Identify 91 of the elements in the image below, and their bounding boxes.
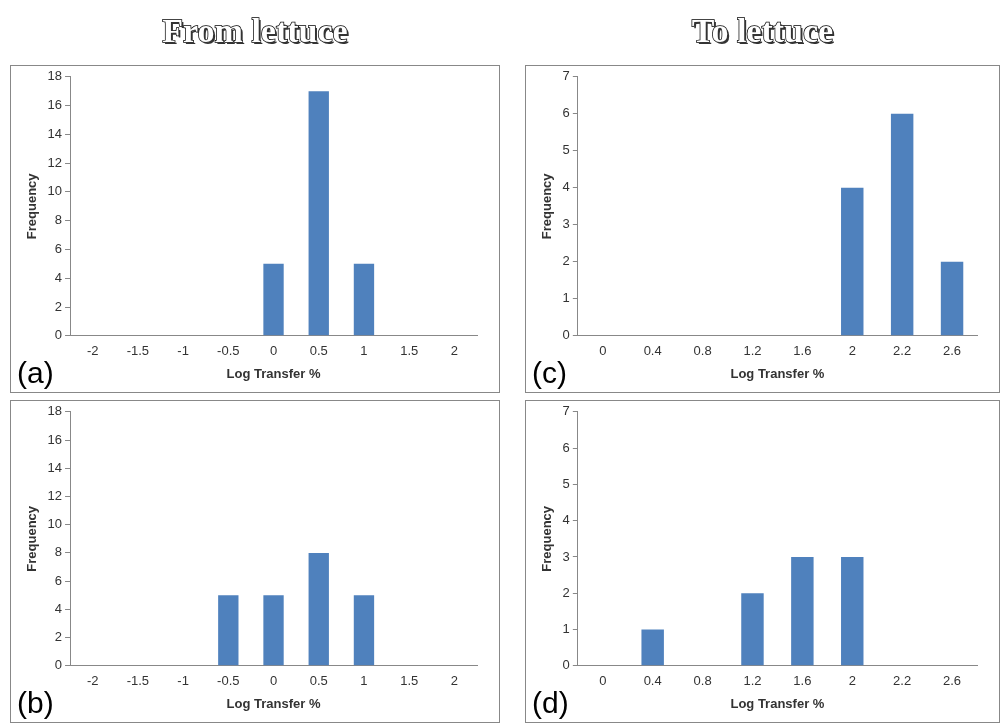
x-tick-label: -2 — [86, 673, 99, 689]
y-tick-label: 1 — [562, 290, 570, 306]
y-tick-label: 4 — [562, 512, 570, 528]
x-tick-label: 0 — [599, 673, 607, 689]
y-tick-label: 14 — [47, 125, 63, 141]
text: (b) — [17, 686, 54, 720]
y-tick-label: 18 — [47, 68, 63, 84]
x-axis-title: Log Transfer % — [730, 365, 825, 381]
y-tick-label: 16 — [47, 97, 63, 113]
x-axis-title: Log Transfer % — [226, 365, 321, 381]
y-tick-label: 18 — [47, 403, 63, 419]
x-tick-label: 2.2 — [893, 673, 912, 689]
y-axis-title: Frequency — [539, 505, 555, 572]
x-tick-label: 0.5 — [309, 673, 328, 689]
y-tick-label: 6 — [54, 572, 63, 588]
y-tick-label: 3 — [562, 216, 570, 232]
x-tick-label: 1.5 — [400, 343, 419, 359]
y-tick-label: 2 — [54, 629, 63, 645]
x-tick-label: 2.6 — [943, 343, 962, 359]
x-tick-label: 2 — [450, 673, 459, 689]
x-tick-label: 0.4 — [643, 673, 662, 689]
bar — [641, 629, 664, 666]
chart-title: From lettuce — [161, 11, 350, 51]
x-tick-label: -0.5 — [217, 673, 240, 689]
x-tick-label: -1 — [177, 673, 189, 689]
y-tick-label: 6 — [54, 241, 63, 257]
x-tick-label: 2.2 — [893, 343, 912, 359]
y-tick-label: 1 — [562, 621, 570, 637]
x-tick-label: 1.5 — [400, 673, 419, 689]
x-axis-title: Log Transfer % — [226, 695, 321, 711]
y-tick-label: 2 — [562, 584, 570, 600]
y-tick-label: 10 — [47, 183, 63, 199]
text: (c) — [532, 356, 567, 390]
y-tick-label: 4 — [54, 600, 63, 616]
x-tick-label: 1 — [360, 343, 368, 359]
x-tick-label: 1.2 — [743, 673, 762, 689]
y-tick-label: 7 — [562, 403, 570, 419]
y-tick-label: 8 — [54, 212, 63, 228]
y-tick-label: 14 — [47, 459, 63, 475]
y-tick-label: 16 — [47, 431, 63, 447]
x-tick-label: 0.8 — [693, 343, 712, 359]
bar — [741, 593, 764, 666]
y-tick-label: 12 — [47, 488, 63, 504]
x-tick-label: 2.6 — [943, 673, 962, 689]
y-tick-label: 0 — [562, 327, 570, 343]
y-tick-label: 6 — [562, 439, 570, 455]
y-tick-label: 8 — [54, 544, 63, 560]
x-tick-label: 1.2 — [743, 343, 762, 359]
x-tick-label: 2 — [848, 343, 856, 359]
bar — [791, 556, 814, 666]
bar — [890, 113, 914, 336]
x-tick-label: 1.6 — [793, 343, 812, 359]
x-tick-label: -2 — [86, 343, 99, 359]
x-tick-label: 2 — [848, 673, 856, 689]
bar — [841, 556, 864, 666]
x-axis-title: Log Transfer % — [730, 695, 825, 711]
x-tick-label: -1.5 — [126, 673, 150, 689]
x-tick-label: 0.4 — [643, 343, 662, 359]
y-tick-label: 5 — [562, 475, 570, 491]
x-tick-label: -1.5 — [126, 343, 150, 359]
x-tick-label: -0.5 — [217, 343, 240, 359]
x-tick-label: 2 — [450, 343, 459, 359]
y-tick-label: 4 — [54, 269, 63, 285]
y-tick-label: 12 — [47, 154, 63, 170]
y-tick-label: 2 — [562, 253, 570, 269]
x-tick-label: -1 — [177, 343, 189, 359]
bar — [940, 261, 964, 336]
x-tick-label: 0 — [599, 343, 607, 359]
x-tick-label: 0.5 — [309, 343, 328, 359]
x-tick-label: 0 — [269, 343, 278, 359]
text: (d) — [532, 686, 569, 720]
y-tick-label: 7 — [562, 68, 570, 84]
x-tick-label: 1 — [360, 673, 368, 689]
x-tick-label: 1.6 — [793, 673, 812, 689]
y-tick-label: 0 — [54, 657, 63, 673]
y-tick-label: 2 — [54, 298, 63, 314]
y-axis-title: Frequency — [24, 172, 40, 240]
y-tick-label: 6 — [562, 105, 570, 121]
x-tick-label: 0 — [269, 673, 278, 689]
y-axis-title: Frequency — [539, 172, 555, 240]
chart-title: To lettuce — [690, 11, 836, 51]
bar — [841, 187, 864, 336]
y-tick-label: 0 — [562, 657, 570, 673]
text: (a) — [17, 356, 54, 390]
y-tick-label: 0 — [54, 327, 63, 343]
x-tick-label: 0.8 — [693, 673, 712, 689]
y-tick-label: 4 — [562, 179, 570, 195]
y-tick-label: 10 — [47, 516, 63, 532]
y-tick-label: 5 — [562, 142, 570, 158]
y-tick-label: 3 — [562, 548, 570, 564]
y-axis-title: Frequency — [24, 505, 40, 572]
